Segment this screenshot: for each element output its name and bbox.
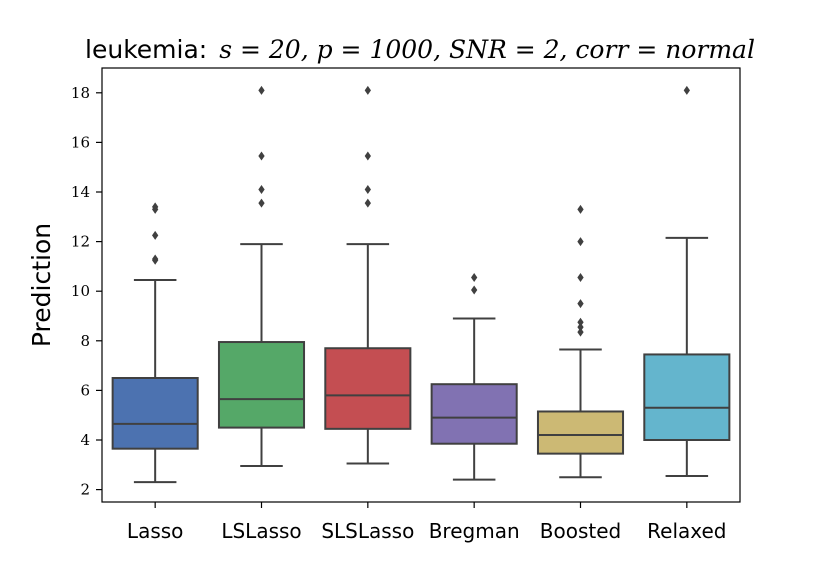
outlier-point [471, 285, 478, 295]
box-slslasso [324, 347, 412, 430]
box-bregman [430, 383, 518, 445]
y-tick-label: 18 [71, 84, 90, 102]
x-tick-label: Lasso [127, 519, 183, 543]
y-tick-label: 14 [71, 183, 90, 201]
chart-title-math: s = 20, p = 1000, SNR = 2, corr = normal [219, 35, 755, 64]
chart-title-prefix: leukemia: [85, 35, 207, 64]
x-tick-label: Bregman [429, 519, 520, 543]
outlier-point [577, 322, 584, 332]
outlier-point [258, 198, 265, 208]
outlier-point [577, 237, 584, 247]
y-tick-label: 16 [71, 133, 90, 151]
y-tick-label: 6 [80, 381, 90, 399]
outlier-point [152, 202, 159, 212]
y-tick-label: 10 [71, 282, 90, 300]
x-tick-label: SLSLasso [321, 519, 414, 543]
y-tick-label: 4 [80, 431, 90, 449]
plot-area: 2 4 6 8 10 12 14 16 18 Lasso LSLasso SLSLasso Bregma… [71, 67, 741, 543]
outlier-point [152, 254, 159, 264]
outlier-point [364, 85, 371, 95]
box-lslasso [217, 341, 306, 429]
y-tick-label: 8 [80, 332, 90, 350]
chart-title: leukemia: s = 20, p = 1000, SNR = 2, corr… [85, 35, 755, 64]
outlier-point [258, 151, 265, 161]
x-tick-label: Relaxed [647, 519, 726, 543]
outlier-point [577, 273, 584, 283]
outlier-point [364, 198, 371, 208]
outlier-point [364, 185, 371, 195]
outlier-point [577, 299, 584, 309]
outlier-point [258, 85, 265, 95]
box-relaxed [643, 353, 731, 441]
outlier-point [152, 230, 159, 240]
y-tick-label: 2 [80, 481, 90, 499]
outlier-point [364, 151, 371, 161]
plot-frame [101, 67, 741, 503]
x-tick-label: LSLasso [221, 519, 301, 543]
y-axis-label: Prediction [27, 223, 56, 347]
outlier-point [577, 204, 584, 214]
box-lasso [111, 377, 199, 450]
outlier-point [577, 327, 584, 337]
outlier-point [683, 85, 690, 95]
y-tick-label: 12 [71, 233, 90, 251]
outlier-point [577, 317, 584, 327]
outlier-point [471, 273, 478, 283]
outlier-point [258, 185, 265, 195]
box-boosted [536, 410, 625, 455]
x-tick-label: Boosted [540, 519, 621, 543]
